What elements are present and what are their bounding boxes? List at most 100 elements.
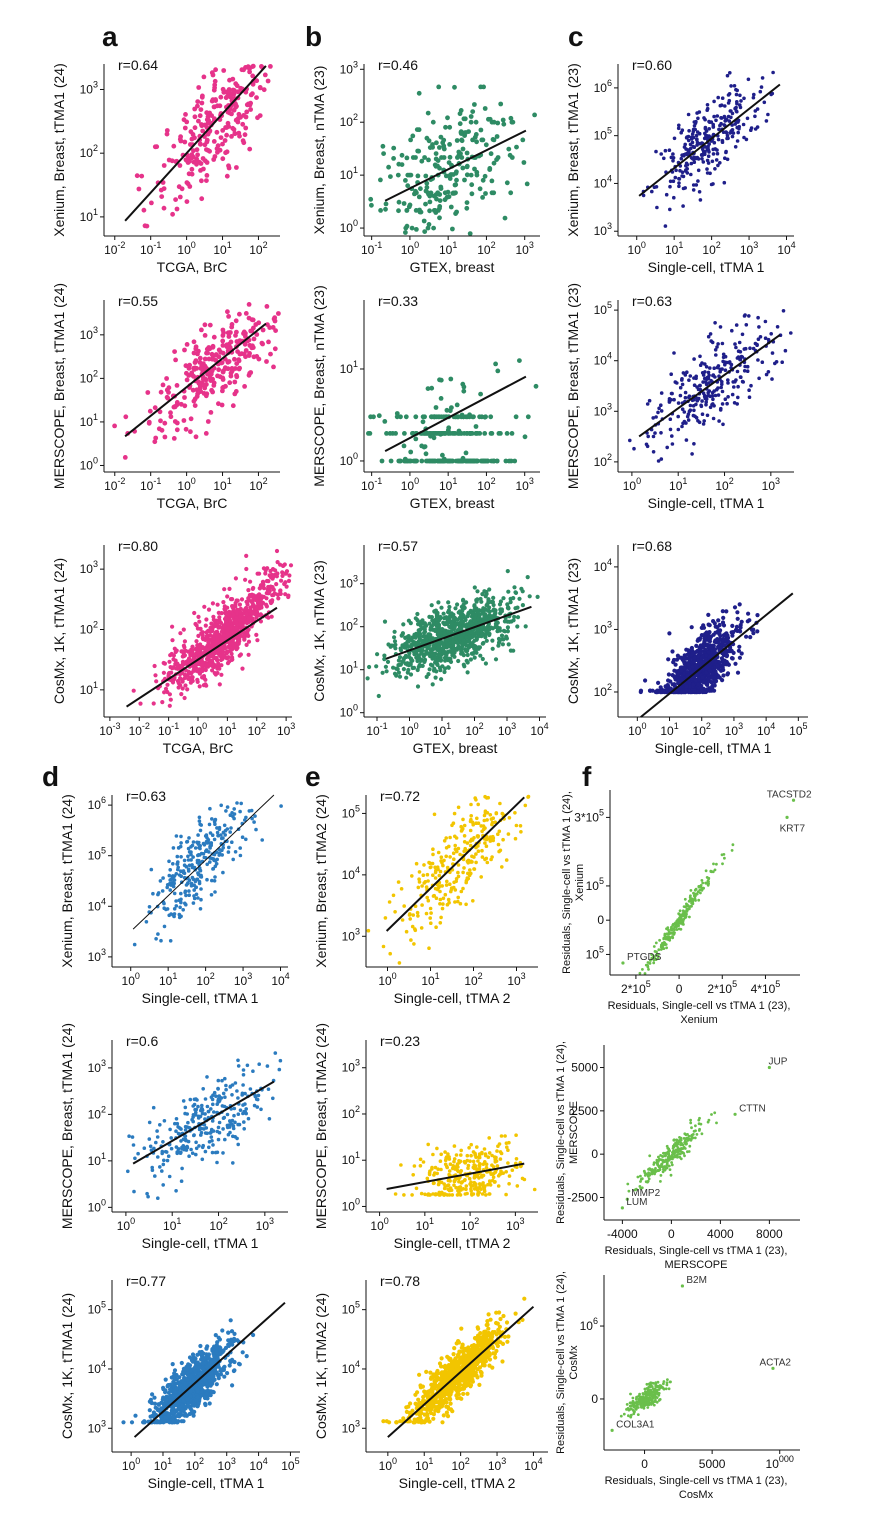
data-point (424, 911, 429, 916)
data-point (743, 346, 748, 351)
data-point (421, 218, 427, 224)
y-tick-label: 101 (340, 165, 358, 182)
data-point (723, 156, 727, 160)
data-point (430, 682, 435, 687)
data-point (723, 397, 728, 402)
data-point (161, 163, 167, 168)
data-point (431, 852, 435, 857)
data-point (163, 686, 169, 691)
data-point (202, 122, 208, 128)
data-point (196, 159, 202, 165)
data-point (473, 644, 478, 649)
data-point (237, 311, 242, 317)
data-point (673, 662, 678, 667)
data-point (232, 816, 236, 821)
data-point (203, 393, 209, 399)
data-point (272, 591, 277, 596)
r-value: r=0.33 (378, 293, 418, 309)
data-point (505, 625, 510, 630)
y-tick-label: 103 (88, 947, 106, 964)
data-point (244, 553, 249, 559)
data-point (473, 431, 479, 436)
data-point (711, 152, 716, 156)
data-point (231, 107, 237, 113)
data-point (430, 652, 435, 657)
data-point (712, 649, 717, 655)
data-point (646, 434, 650, 439)
data-point (152, 405, 158, 411)
data-point (196, 118, 201, 124)
data-point (437, 198, 443, 204)
data-point (692, 160, 697, 164)
data-point (208, 846, 212, 850)
data-point (425, 225, 431, 231)
data-point (742, 314, 747, 318)
data-point (220, 338, 226, 344)
data-point (406, 667, 411, 673)
data-point (710, 159, 715, 164)
data-point (391, 893, 396, 898)
data-point (703, 380, 708, 384)
x-tick-label: 100 (401, 240, 419, 257)
data-point (490, 646, 495, 651)
data-point (744, 137, 749, 142)
data-point (683, 390, 688, 395)
y-tick-label: 102 (340, 112, 358, 129)
data-point (704, 397, 709, 401)
data-point (712, 140, 717, 145)
data-point (734, 92, 739, 97)
data-point (685, 652, 690, 657)
data-point (179, 834, 183, 839)
data-point (769, 332, 773, 336)
data-point (716, 674, 721, 679)
data-point (197, 819, 202, 823)
x-tick-label: 100 (401, 476, 419, 493)
data-point (149, 867, 154, 872)
data-point (408, 137, 413, 143)
data-point (166, 385, 172, 391)
data-point (783, 348, 788, 353)
fit-line (384, 375, 527, 452)
data-point (718, 325, 723, 329)
data-point (427, 190, 433, 196)
data-point (713, 348, 718, 352)
data-point (773, 361, 777, 366)
data-point (141, 207, 147, 213)
x-tick-label: 104 (777, 240, 795, 257)
data-point (201, 637, 206, 642)
data-point (461, 602, 466, 607)
data-point (735, 616, 740, 621)
y-tick-label: 101 (80, 412, 98, 429)
data-point (428, 625, 433, 630)
data-point (174, 904, 179, 908)
x-tick-label: 10-1 (140, 240, 161, 257)
data-point (681, 204, 685, 208)
data-point (728, 71, 732, 75)
data-point (741, 122, 746, 127)
data-point (234, 329, 239, 335)
data-point (142, 223, 148, 229)
panel-label-e: e (305, 761, 321, 792)
data-point (220, 377, 226, 382)
data-point (200, 93, 205, 99)
fit-line (126, 606, 278, 708)
y-tick-label: 103 (594, 221, 612, 238)
data-point (733, 342, 737, 346)
data-point (479, 634, 484, 639)
data-point (392, 639, 398, 644)
data-point (450, 226, 455, 232)
data-point (723, 104, 727, 108)
data-point (726, 378, 730, 382)
data-point (189, 152, 195, 158)
data-point (706, 161, 711, 165)
data-point (220, 343, 226, 348)
data-point (179, 692, 184, 697)
chart-a3: 10-3 10-2 10-1 100 101 102 103101102103r=0.80C… (51, 538, 295, 756)
data-point (752, 92, 756, 97)
data-point (425, 110, 431, 116)
data-point (742, 96, 746, 101)
data-point (195, 677, 200, 682)
data-point (257, 113, 263, 118)
